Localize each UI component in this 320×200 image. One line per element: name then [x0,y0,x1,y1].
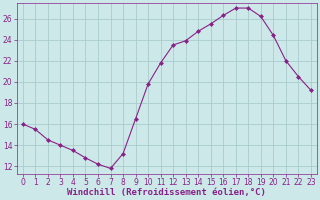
X-axis label: Windchill (Refroidissement éolien,°C): Windchill (Refroidissement éolien,°C) [68,188,266,197]
